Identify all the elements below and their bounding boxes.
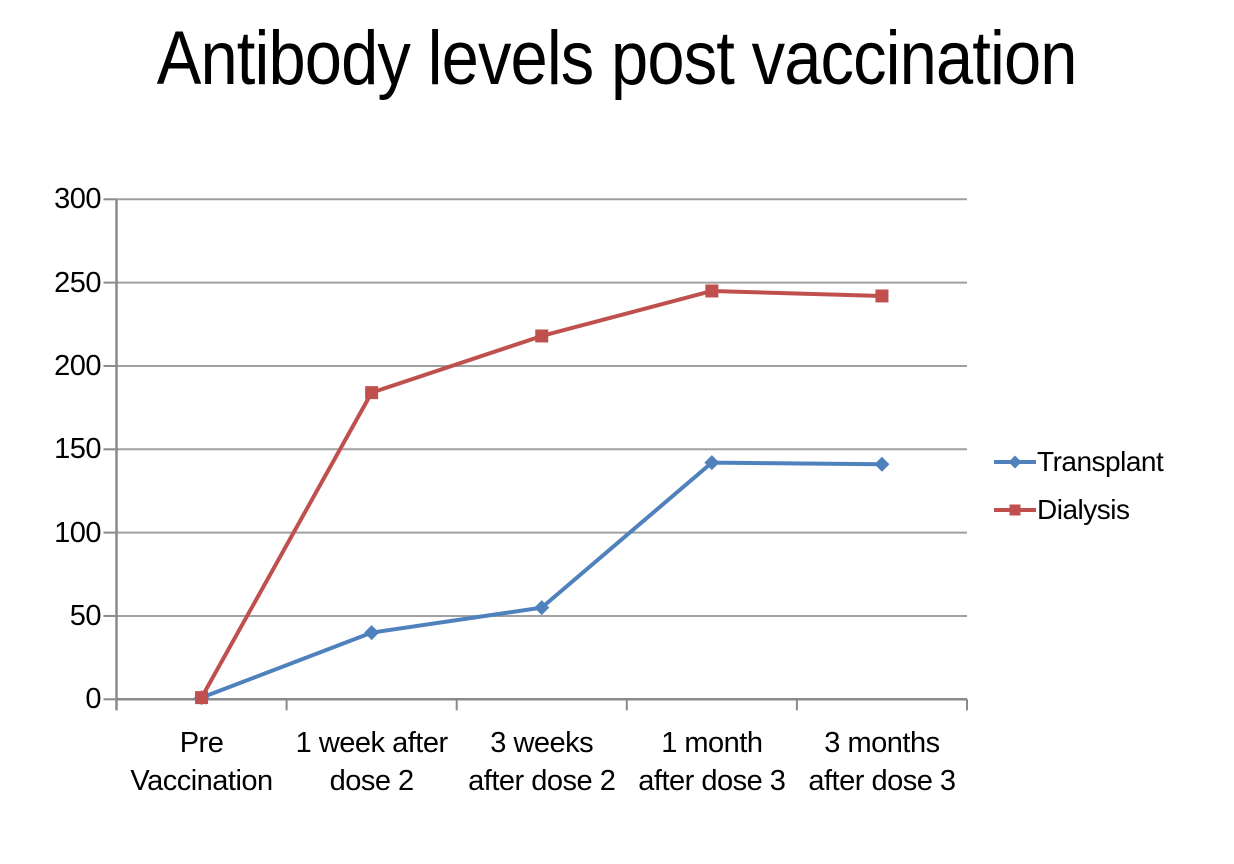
legend-entry-dialysis: Dialysis xyxy=(994,486,1163,534)
x-tick-label-line: Pre xyxy=(179,727,224,759)
legend-marker-diamond-icon xyxy=(994,455,1036,469)
x-tick-label-line: dose 2 xyxy=(329,765,415,797)
chart-title-text: Antibody levels post vaccination xyxy=(157,16,1078,101)
y-tick-label: 100 xyxy=(54,516,101,549)
x-tick-label-line: 1 week after xyxy=(295,727,448,759)
x-tick-label-line: Vaccination xyxy=(130,765,273,797)
legend-label: Dialysis xyxy=(1037,494,1130,525)
legend-marker-square-icon xyxy=(994,504,1036,516)
chart-title: Antibody levels post vaccination xyxy=(0,14,1234,104)
data-point-marker-dialysis xyxy=(705,284,719,298)
series-line-transplant xyxy=(199,460,884,700)
data-point-marker-dialysis xyxy=(365,386,379,400)
x-tick-label-line: 3 months xyxy=(824,727,940,759)
x-tick-label-line: 1 month xyxy=(661,727,763,759)
chart-legend: Transplant Dialysis xyxy=(994,438,1164,534)
x-tick-label-line: 3 weeks xyxy=(490,727,594,759)
data-point-marker-dialysis xyxy=(875,289,889,303)
x-tick-label: Pre Vaccination xyxy=(107,724,297,800)
data-point-marker-transplant xyxy=(874,456,890,472)
data-point-marker-transplant xyxy=(364,625,380,641)
data-point-marker-transplant xyxy=(534,600,550,616)
y-tick-label: 250 xyxy=(54,266,101,299)
y-tick-label: 200 xyxy=(54,349,101,382)
legend-label: Transplant xyxy=(1037,446,1164,477)
x-tick-label-line: after dose 2 xyxy=(468,765,616,797)
y-tick-label: 300 xyxy=(54,183,101,216)
y-tick-label: 0 xyxy=(85,683,101,716)
legend-entry-transplant: Transplant xyxy=(994,438,1164,486)
data-point-marker-dialysis xyxy=(535,329,549,343)
series-line-dialysis xyxy=(199,288,884,700)
x-tick-label: 3 months after dose 3 xyxy=(787,724,977,800)
x-tick-label: 1 week after dose 2 xyxy=(277,724,467,800)
x-tick-label-line: after dose 3 xyxy=(808,765,956,797)
data-point-marker-transplant xyxy=(704,455,720,471)
x-tick-label: 3 weeks after dose 2 xyxy=(447,724,637,800)
y-tick-label: 150 xyxy=(54,433,101,466)
x-tick-label: 1 month after dose 3 xyxy=(617,724,807,800)
data-point-marker-dialysis xyxy=(195,691,209,705)
x-tick-label-line: after dose 3 xyxy=(638,765,786,797)
y-tick-label: 50 xyxy=(69,599,102,632)
